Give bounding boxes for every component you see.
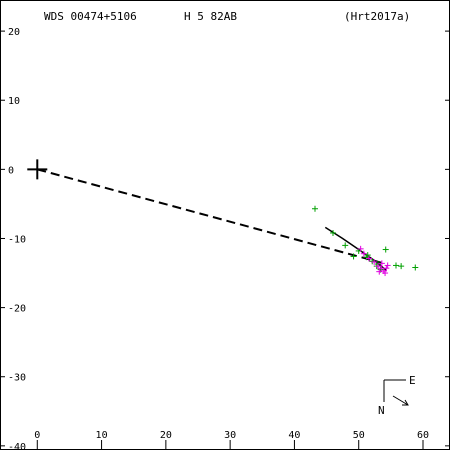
compass-motion-arrow (392, 395, 409, 406)
observation-points (312, 205, 419, 277)
observation-point-green (330, 229, 336, 236)
x-tick-label: 50 (353, 430, 365, 441)
x-tick-label: 20 (160, 430, 172, 441)
observation-point-magenta (375, 263, 381, 270)
observation-point-magenta (378, 260, 385, 267)
x-tick-label: 60 (417, 430, 429, 441)
y-tick-label: 20 (8, 27, 20, 38)
y-tick-label: -20 (8, 304, 26, 315)
y-tick-label: -40 (8, 442, 26, 450)
observation-point-green (364, 252, 371, 259)
compass-north-label: N (378, 404, 385, 417)
primary-star-marker (27, 159, 48, 180)
y-tick-label: -30 (8, 373, 26, 384)
observation-point-magenta (382, 270, 389, 277)
observation-point-green (382, 246, 389, 253)
observation-point-magenta (366, 255, 372, 262)
x-tick-label: 40 (288, 430, 300, 441)
axis-ticks: 0 10 20 30 40 50 60 20 10 0 -10 -20 -30 -40 (0, 27, 450, 450)
header-discoverer: H 5 82AB (184, 10, 237, 23)
header-wds-id: WDS 00474+5106 (44, 10, 137, 23)
observation-point-magenta (376, 268, 383, 275)
dashed-line-group (37, 168, 382, 264)
observation-point-magenta (371, 258, 378, 265)
observation-point-magenta (360, 250, 367, 257)
observation-point-green (398, 263, 405, 270)
observation-point-magenta (357, 245, 364, 252)
header-reference: (Hrt2017a) (344, 10, 410, 23)
y-tick-label: 0 (8, 165, 14, 176)
observation-point-green (350, 253, 357, 260)
x-tick-label: 10 (96, 430, 108, 441)
compass: E N (378, 374, 416, 417)
observation-point-magenta (383, 265, 390, 272)
observation-point-green (312, 205, 318, 212)
x-tick-label: 30 (224, 430, 236, 441)
primary-to-companion-dashed-line (37, 168, 382, 264)
y-tick-label: -10 (8, 234, 26, 245)
observation-point-magenta (378, 265, 385, 272)
observation-point-green (342, 242, 349, 249)
observation-point-green (393, 262, 399, 269)
observation-point-green (412, 264, 419, 271)
x-tick-label: 0 (34, 430, 40, 441)
compass-east-label: E (409, 374, 416, 387)
observation-point-magenta (384, 262, 391, 269)
y-tick-label: 10 (8, 96, 20, 107)
compass-arrow-head (402, 399, 409, 406)
